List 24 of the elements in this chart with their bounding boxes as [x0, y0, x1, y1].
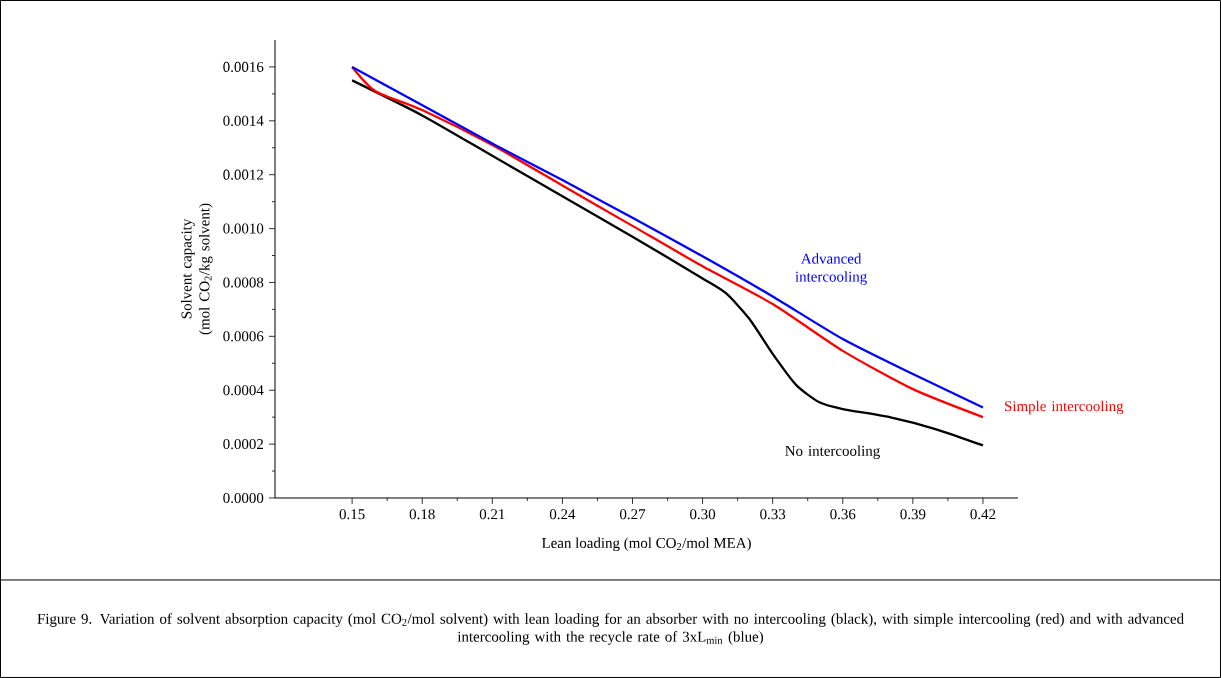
x-tick-label: 0.18 — [409, 509, 435, 520]
x-tick-label: 0.30 — [690, 509, 716, 520]
x-tick-label: 0.33 — [760, 509, 786, 520]
y-tick-label: 0.0008 — [223, 277, 264, 288]
series-label: Simple intercooling — [1005, 400, 1124, 415]
y-tick-label: 0.0012 — [223, 169, 263, 180]
x-tick-label: 0.21 — [479, 509, 505, 520]
x-tick-label: 0.36 — [830, 509, 856, 520]
x-tick-label: 0.24 — [549, 509, 576, 520]
x-axis-title: Lean loading (mol CO$_{2}$/mol MEA) — [541, 537, 751, 552]
y-tick-label: 0.0010 — [223, 223, 264, 234]
x-tick-label: 0.39 — [900, 509, 926, 520]
x-tick-label: 0.15 — [339, 509, 365, 520]
series-label: No intercooling — [785, 445, 880, 459]
series-label: Advanced intercooling — [795, 253, 867, 285]
y-tick-label: 0.0006 — [223, 331, 264, 342]
y-tick-label: 0.0002 — [223, 439, 263, 450]
y-tick-label: 0.0014 — [223, 115, 264, 126]
y-tick-label: 0.0000 — [223, 492, 264, 504]
y-tick-label: 0.0016 — [223, 61, 264, 73]
y-tick-label: 0.0004 — [223, 385, 264, 396]
caption: Figure 9. Variation of solvent absorption capacity (mol CO$_{2}$/mol solvent) with lean loading for an absorber with no intercooling (black), with simple intercooling (red) and with advanced intercooling with the recycle rate of 3xL$_{min}$ (blue) — [37, 613, 1184, 645]
x-tick-label: 0.42 — [970, 509, 996, 520]
x-tick-label: 0.27 — [619, 509, 646, 520]
